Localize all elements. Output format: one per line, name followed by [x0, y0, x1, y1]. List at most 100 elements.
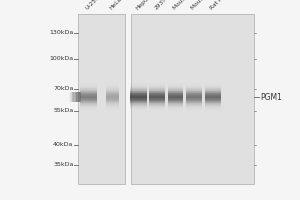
Text: HepG2: HepG2	[135, 0, 153, 11]
Bar	[106, 87, 119, 88]
Bar	[106, 99, 119, 100]
Bar	[205, 98, 221, 99]
Bar	[80, 87, 97, 88]
Text: Mouse heart: Mouse heart	[190, 0, 220, 11]
Text: 40kDa: 40kDa	[53, 142, 74, 147]
Bar	[80, 99, 97, 100]
Text: 35kDa: 35kDa	[53, 162, 74, 168]
Bar	[205, 88, 221, 89]
Bar	[106, 89, 119, 90]
Bar	[186, 83, 202, 84]
Bar	[71, 92, 73, 102]
Bar	[130, 93, 147, 94]
Bar	[68, 92, 70, 102]
Bar	[106, 83, 119, 84]
Bar	[186, 108, 202, 109]
Bar	[168, 109, 183, 110]
Bar	[168, 104, 183, 105]
Bar	[186, 96, 202, 97]
Bar	[79, 92, 80, 102]
Bar	[149, 98, 165, 99]
Bar	[149, 95, 165, 96]
Text: 100kDa: 100kDa	[50, 56, 74, 62]
Bar	[149, 107, 165, 108]
Bar	[149, 104, 165, 105]
Bar	[80, 93, 97, 94]
Bar	[186, 92, 202, 93]
Bar	[77, 92, 78, 102]
Bar	[106, 92, 119, 93]
Bar	[168, 102, 183, 103]
Bar	[80, 89, 97, 90]
Bar	[149, 86, 165, 87]
Bar	[149, 106, 165, 107]
Bar	[149, 100, 165, 101]
Text: Mouse liver: Mouse liver	[172, 0, 200, 11]
Bar	[106, 93, 119, 94]
Bar	[205, 101, 221, 102]
Bar	[168, 83, 183, 84]
Bar	[130, 106, 147, 107]
Bar	[106, 88, 119, 89]
Bar	[75, 92, 76, 102]
Bar	[149, 87, 165, 88]
Bar	[80, 88, 97, 89]
Text: 293T: 293T	[153, 0, 167, 11]
Bar	[106, 94, 119, 95]
Bar	[69, 92, 70, 102]
Bar	[106, 106, 119, 107]
Bar	[130, 95, 147, 96]
Bar	[130, 84, 147, 85]
Bar	[149, 83, 165, 84]
Text: Rat liver: Rat liver	[209, 0, 230, 11]
Bar	[80, 102, 97, 103]
Bar	[80, 101, 97, 102]
Bar	[149, 94, 165, 95]
Bar	[76, 92, 77, 102]
Bar	[205, 100, 221, 101]
Bar	[80, 85, 97, 86]
Bar	[168, 95, 183, 96]
Bar	[149, 99, 165, 100]
Bar	[205, 104, 221, 105]
Bar	[130, 109, 147, 110]
Bar	[168, 106, 183, 107]
Bar	[186, 99, 202, 100]
Bar	[106, 91, 119, 92]
Bar	[78, 92, 79, 102]
Bar	[149, 105, 165, 106]
Bar	[168, 89, 183, 90]
Bar	[168, 88, 183, 89]
Bar	[168, 93, 183, 94]
Bar	[168, 85, 183, 86]
Bar	[80, 91, 97, 92]
Bar	[168, 96, 183, 97]
Bar	[168, 99, 183, 100]
Bar	[69, 92, 71, 102]
Bar	[106, 84, 119, 85]
Bar	[186, 107, 202, 108]
Bar	[130, 110, 147, 111]
Bar	[205, 105, 221, 106]
Bar	[80, 107, 97, 108]
Bar	[205, 110, 221, 111]
Bar	[80, 98, 97, 99]
Bar	[186, 110, 202, 111]
Bar	[186, 85, 202, 86]
Bar	[205, 84, 221, 85]
Bar	[149, 110, 165, 111]
Bar	[130, 104, 147, 105]
Bar	[205, 103, 221, 104]
Bar	[80, 105, 97, 106]
Bar	[106, 105, 119, 106]
Bar	[168, 91, 183, 92]
Bar	[106, 109, 119, 110]
Bar	[186, 84, 202, 85]
Bar	[168, 110, 183, 111]
Bar	[168, 105, 183, 106]
Bar	[205, 99, 221, 100]
Bar	[106, 104, 119, 105]
Bar	[186, 88, 202, 89]
Bar	[149, 92, 165, 93]
Bar	[80, 94, 97, 95]
